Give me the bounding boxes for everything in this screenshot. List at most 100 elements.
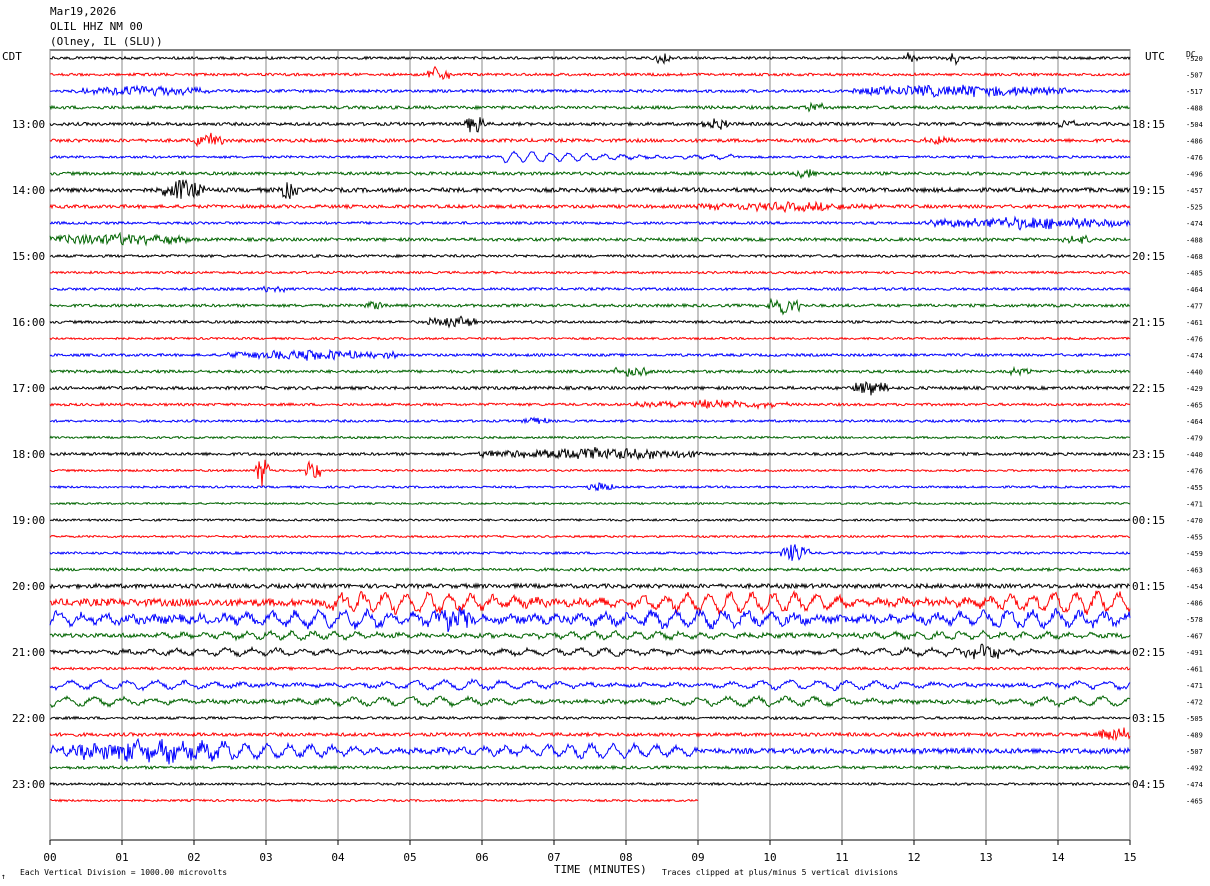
left-hour-label: 19:00: [12, 514, 45, 527]
dc-offset-value: -477: [1186, 303, 1203, 311]
right-hour-label: 20:15: [1132, 250, 1165, 263]
seismic-trace: [49, 607, 1131, 633]
dc-offset-value: -525: [1186, 204, 1203, 212]
dc-offset-value: -486: [1186, 600, 1203, 608]
seismic-trace: [49, 84, 1131, 98]
seismic-trace: [49, 582, 1131, 590]
seismic-trace: [49, 629, 1131, 642]
dc-offset-value: -461: [1186, 666, 1203, 674]
clip-note: Traces clipped at plus/minus 5 vertical …: [662, 868, 899, 877]
right-hour-label: 19:15: [1132, 184, 1165, 197]
dc-offset-value: -505: [1186, 715, 1203, 723]
left-hour-label: 14:00: [12, 184, 45, 197]
dc-offset-value: -492: [1186, 765, 1203, 773]
x-tick-label: 01: [115, 851, 128, 864]
dc-offset-value: -472: [1186, 699, 1203, 707]
seismic-trace: [49, 435, 1131, 440]
dc-offset-value: -520: [1186, 55, 1203, 63]
dc-offset-value: -496: [1186, 171, 1203, 179]
seismic-trace: [49, 381, 1131, 396]
seismic-trace: [49, 764, 1131, 771]
dc-offset-value: -471: [1186, 682, 1203, 690]
dc-offset-value: -507: [1186, 72, 1203, 80]
seismic-trace: [49, 715, 1131, 721]
seismic-trace: [49, 781, 1131, 787]
right-hour-label: 03:15: [1132, 712, 1165, 725]
x-tick-label: 00: [43, 851, 56, 864]
seismic-trace: [49, 215, 1131, 231]
seismic-trace: [49, 297, 1131, 316]
seismic-trace: [49, 231, 1131, 247]
x-tick-label: 12: [907, 851, 920, 864]
plot-frame: [49, 49, 1131, 841]
right-hour-label: 04:15: [1132, 778, 1165, 791]
seismic-trace: [49, 501, 1131, 506]
seismic-trace: [49, 336, 1131, 341]
dc-offset-value: -459: [1186, 550, 1203, 558]
x-tick-label: 15: [1123, 851, 1136, 864]
dc-offset-value: -463: [1186, 567, 1203, 575]
seismic-trace: [49, 399, 1131, 411]
left-hour-label: 20:00: [12, 580, 45, 593]
x-tick-label: 04: [331, 851, 345, 864]
left-hour-label: 13:00: [12, 118, 45, 131]
scale-note: Each Vertical Division = 1000.00 microvo…: [20, 868, 228, 877]
dc-offset-value: -457: [1186, 187, 1203, 195]
seismic-trace: [49, 168, 1131, 180]
dc-offset-value: -471: [1186, 501, 1203, 509]
dc-offset-value: -488: [1186, 105, 1203, 113]
dc-offset-value: -485: [1186, 270, 1203, 278]
seismic-trace: [49, 270, 1131, 275]
seismic-trace: [49, 518, 1131, 523]
seismic-trace: [49, 315, 1131, 329]
dc-offset-value: -476: [1186, 154, 1203, 162]
dc-offset-value: -476: [1186, 468, 1203, 476]
x-tick-label: 13: [979, 851, 992, 864]
x-tick-label: 02: [187, 851, 200, 864]
left-hour-label: 23:00: [12, 778, 45, 791]
seismic-trace: [49, 727, 1131, 742]
left-timezone-label: CDT: [2, 50, 22, 63]
left-hour-label: 15:00: [12, 250, 45, 263]
seismic-trace: [49, 348, 1131, 361]
dc-offset-value: -507: [1186, 748, 1203, 756]
header-station: OLIL HHZ NM 00: [50, 20, 143, 33]
seismic-trace: [49, 666, 1131, 672]
seismic-trace: [49, 253, 1131, 259]
x-tick-label: 08: [619, 851, 632, 864]
seismic-trace: [49, 101, 1131, 113]
right-hour-label: 23:15: [1132, 448, 1165, 461]
header-date: Mar19,2026: [50, 5, 117, 18]
seismic-trace: [49, 677, 1131, 692]
dc-offset-value: -491: [1186, 649, 1203, 657]
seismic-trace: [49, 150, 1131, 164]
dc-offset-value: -578: [1186, 616, 1203, 624]
dc-offset-value: -504: [1186, 121, 1203, 129]
right-hour-label: 00:15: [1132, 514, 1165, 527]
header-location: (Olney, IL (SLU)): [50, 35, 163, 48]
x-tick-label: 05: [403, 851, 416, 864]
dc-offset-value: -455: [1186, 484, 1203, 492]
seismic-trace: [49, 694, 1131, 709]
seismic-trace: [49, 566, 1131, 573]
dc-offset-value: -474: [1186, 220, 1203, 228]
seismic-trace: [49, 589, 1131, 616]
seismic-trace: [49, 65, 1131, 81]
dc-offset-value: -464: [1186, 418, 1203, 426]
dc-offset-value: -486: [1186, 138, 1203, 146]
seismic-trace: [49, 117, 1131, 133]
dc-offset-value: -470: [1186, 517, 1203, 525]
seismic-trace: [49, 285, 1131, 294]
dc-offset-value: -440: [1186, 369, 1203, 377]
dc-offset-value: -468: [1186, 253, 1203, 261]
seismic-trace: [49, 534, 1131, 539]
dc-offset-value: -464: [1186, 286, 1203, 294]
seismic-trace: [49, 643, 1131, 660]
x-tick-label: 10: [763, 851, 776, 864]
left-hour-label: 22:00: [12, 712, 45, 725]
x-tick-label: 11: [835, 851, 848, 864]
seismic-trace: [49, 459, 1131, 487]
seismic-trace: [49, 737, 1131, 765]
x-tick-label: 07: [547, 851, 560, 864]
right-hour-label: 22:15: [1132, 382, 1165, 395]
